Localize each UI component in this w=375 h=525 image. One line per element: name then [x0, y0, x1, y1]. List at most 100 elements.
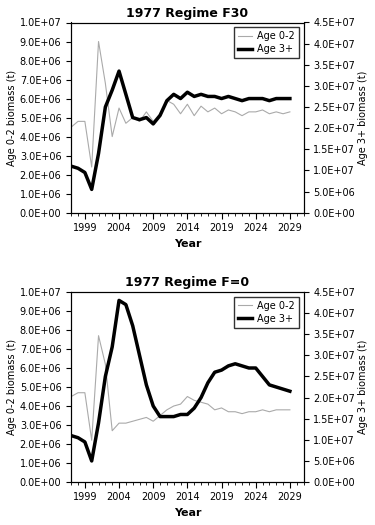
Age 3+	[117, 297, 121, 303]
Age 0-2	[260, 107, 265, 113]
Age 3+	[185, 89, 190, 96]
Line: Age 0-2: Age 0-2	[71, 41, 290, 167]
Age 0-2	[124, 420, 128, 426]
Age 3+	[267, 98, 272, 104]
Age 3+	[274, 384, 279, 390]
Age 0-2	[206, 401, 210, 407]
Age 0-2	[151, 118, 156, 124]
Age 3+	[151, 121, 156, 127]
Age 3+	[171, 414, 176, 420]
Age 0-2	[288, 109, 292, 115]
Age 3+	[260, 96, 265, 102]
Y-axis label: Age 3+ biomass (t): Age 3+ biomass (t)	[358, 340, 368, 434]
Age 0-2	[69, 393, 74, 400]
Age 3+	[213, 93, 217, 100]
Age 3+	[206, 93, 210, 100]
Age 3+	[76, 435, 80, 441]
Age 3+	[192, 405, 196, 411]
Age 0-2	[165, 97, 169, 103]
Age 0-2	[130, 418, 135, 424]
Age 3+	[82, 439, 87, 445]
Age 0-2	[274, 109, 279, 115]
Age 3+	[158, 112, 162, 119]
Age 0-2	[96, 332, 101, 339]
Age 0-2	[124, 120, 128, 127]
Age 0-2	[90, 437, 94, 444]
Age 0-2	[247, 408, 251, 415]
Y-axis label: Age 0-2 biomass (t): Age 0-2 biomass (t)	[7, 69, 17, 165]
Age 0-2	[281, 407, 285, 413]
Age 0-2	[185, 393, 190, 400]
Age 3+	[137, 117, 142, 123]
Age 0-2	[267, 408, 272, 415]
Age 0-2	[206, 109, 210, 115]
Age 3+	[281, 96, 285, 102]
Title: 1977 Regime F=0: 1977 Regime F=0	[125, 276, 249, 289]
Age 0-2	[171, 403, 176, 409]
Age 3+	[130, 322, 135, 329]
Legend: Age 0-2, Age 3+: Age 0-2, Age 3+	[234, 297, 299, 328]
Age 0-2	[192, 397, 196, 404]
Age 0-2	[199, 103, 203, 109]
Age 0-2	[254, 408, 258, 415]
Age 3+	[240, 98, 244, 104]
Age 3+	[267, 382, 272, 388]
Age 0-2	[151, 418, 156, 424]
Age 0-2	[213, 105, 217, 111]
Age 0-2	[274, 407, 279, 413]
Age 3+	[199, 394, 203, 401]
Age 0-2	[240, 112, 244, 119]
Age 0-2	[103, 361, 108, 368]
Age 3+	[240, 363, 244, 369]
Age 3+	[124, 91, 128, 98]
Age 0-2	[171, 101, 176, 108]
Age 3+	[219, 367, 224, 373]
Age 3+	[103, 373, 108, 380]
Age 0-2	[219, 111, 224, 117]
Age 0-2	[178, 401, 183, 407]
Age 0-2	[254, 109, 258, 115]
Age 0-2	[76, 118, 80, 124]
X-axis label: Year: Year	[174, 508, 201, 518]
Age 3+	[96, 420, 101, 426]
Age 0-2	[165, 407, 169, 413]
Age 0-2	[82, 390, 87, 396]
Legend: Age 0-2, Age 3+: Age 0-2, Age 3+	[234, 27, 299, 58]
Age 3+	[199, 91, 203, 98]
Age 3+	[206, 380, 210, 386]
Age 0-2	[82, 118, 87, 124]
Line: Age 3+: Age 3+	[71, 71, 290, 190]
Line: Age 0-2: Age 0-2	[71, 335, 290, 440]
Age 3+	[117, 68, 121, 74]
Age 0-2	[158, 111, 162, 117]
Age 3+	[233, 96, 237, 102]
Line: Age 3+: Age 3+	[71, 300, 290, 461]
Age 0-2	[185, 101, 190, 108]
Age 0-2	[260, 407, 265, 413]
Age 0-2	[117, 105, 121, 111]
Age 3+	[103, 104, 108, 110]
Age 0-2	[199, 399, 203, 405]
Age 0-2	[144, 109, 148, 115]
Age 0-2	[69, 124, 74, 130]
Age 3+	[90, 458, 94, 464]
Age 3+	[124, 301, 128, 308]
Age 0-2	[76, 390, 80, 396]
Age 0-2	[137, 416, 142, 423]
Y-axis label: Age 0-2 biomass (t): Age 0-2 biomass (t)	[7, 339, 17, 435]
Age 3+	[76, 165, 80, 172]
Age 3+	[137, 352, 142, 359]
Age 0-2	[90, 164, 94, 170]
X-axis label: Year: Year	[174, 238, 201, 249]
Age 0-2	[213, 407, 217, 413]
Age 3+	[151, 403, 156, 409]
Age 3+	[185, 411, 190, 417]
Age 3+	[274, 96, 279, 102]
Age 0-2	[288, 407, 292, 413]
Age 0-2	[96, 38, 101, 45]
Age 0-2	[158, 412, 162, 418]
Age 3+	[96, 150, 101, 156]
Age 0-2	[137, 118, 142, 124]
Age 3+	[247, 96, 251, 102]
Age 3+	[288, 388, 292, 394]
